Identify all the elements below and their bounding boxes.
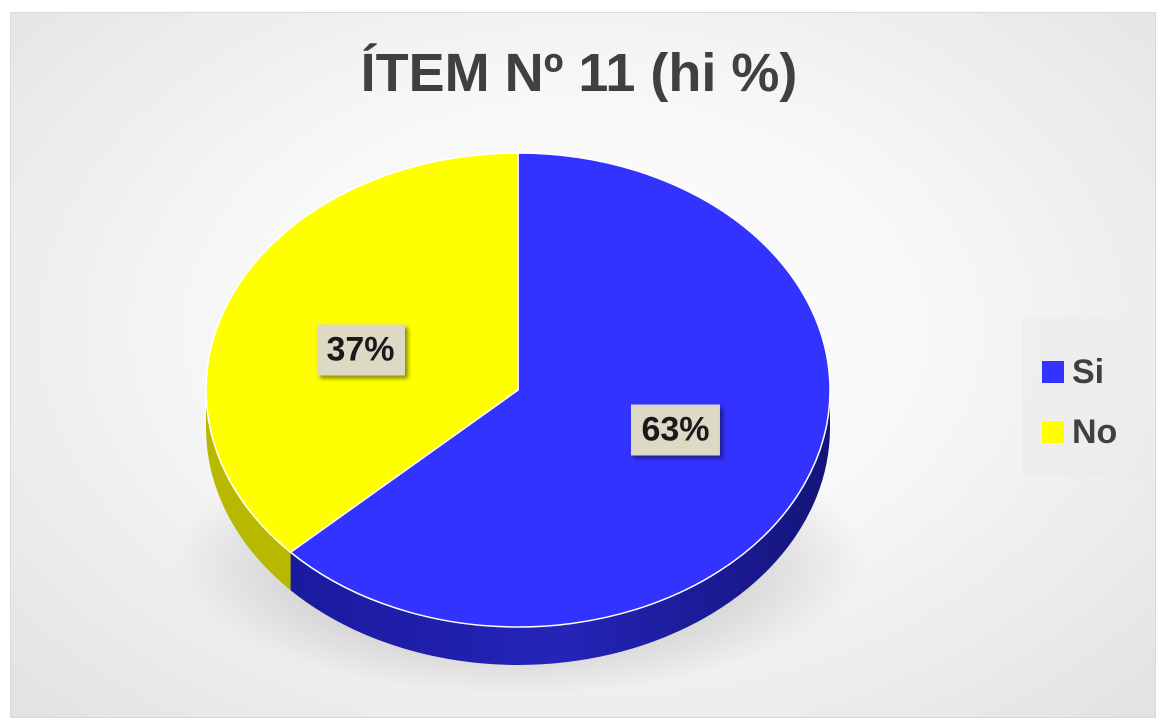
data-label-no: 37% [316, 324, 405, 376]
pie-slice-si [289, 152, 831, 628]
pie-sides [206, 390, 831, 665]
legend: Si No [1022, 318, 1152, 476]
pie-tops [205, 152, 831, 628]
legend-label-si: Si [1072, 352, 1105, 391]
pie-side-no [206, 390, 291, 591]
legend-item-no: No [1042, 412, 1117, 452]
data-label-si: 63% [631, 404, 720, 456]
legend-swatch-no [1042, 421, 1064, 443]
chart-title: ÍTEM Nº 11 (hi %) [360, 43, 798, 103]
legend-label-no: No [1072, 412, 1118, 451]
legend-swatch-si [1042, 361, 1064, 383]
pie-side-si [290, 390, 831, 665]
legend-item-si: Si [1042, 352, 1104, 392]
